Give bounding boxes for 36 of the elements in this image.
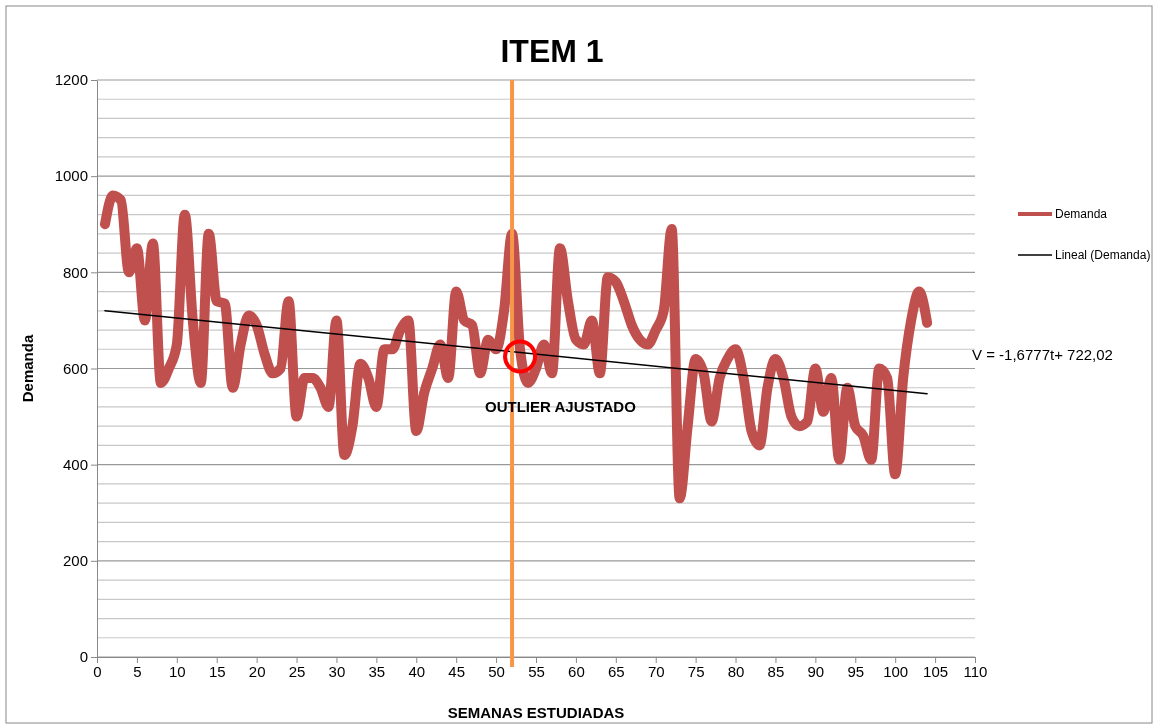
x-tick-label: 45 xyxy=(448,662,466,680)
x-tick-label: 105 xyxy=(923,662,949,680)
y-tick-label: 400 xyxy=(62,455,88,473)
y-tick-label: 1000 xyxy=(54,167,88,185)
y-tick-label: 800 xyxy=(62,263,88,281)
x-tick-label: 65 xyxy=(607,662,625,680)
x-tick-label: 0 xyxy=(93,662,102,680)
x-tick-label: 80 xyxy=(727,662,745,680)
y-tick-label: 1200 xyxy=(54,71,88,89)
x-tick-label: 70 xyxy=(647,662,665,680)
y-axis-title: Demanda xyxy=(19,334,36,403)
x-axis-title: SEMANAS ESTUDIADAS xyxy=(447,704,625,721)
x-tick-label: 35 xyxy=(368,662,386,680)
annotation: V = -1,6777t+ 722,02 xyxy=(972,346,1113,363)
x-tick-label: 110 xyxy=(963,662,988,680)
x-tick-label: 100 xyxy=(883,662,909,680)
y-tick-label: 600 xyxy=(62,359,88,377)
x-tick-label: 15 xyxy=(208,662,226,680)
y-tick-label: 0 xyxy=(79,648,88,666)
x-tick-label: 95 xyxy=(847,662,865,680)
x-tick-label: 30 xyxy=(328,662,346,680)
legend-label: Lineal (Demanda) xyxy=(1055,248,1151,262)
x-tick-label: 50 xyxy=(488,662,505,680)
x-tick-label: 75 xyxy=(687,662,705,680)
x-tick-label: 60 xyxy=(568,662,585,680)
x-tick-label: 20 xyxy=(248,662,266,680)
x-tick-label: 10 xyxy=(168,662,186,680)
x-tick-label: 85 xyxy=(767,662,785,680)
x-tick-label: 25 xyxy=(288,662,306,680)
chart-title: ITEM 1 xyxy=(500,33,604,69)
y-tick-label: 200 xyxy=(62,552,88,570)
x-tick-label: 55 xyxy=(528,662,545,680)
x-tick-label: 40 xyxy=(408,662,426,680)
x-tick-label: 90 xyxy=(807,662,825,680)
x-tick-label: 5 xyxy=(133,662,142,680)
legend-label: Demanda xyxy=(1055,207,1108,221)
